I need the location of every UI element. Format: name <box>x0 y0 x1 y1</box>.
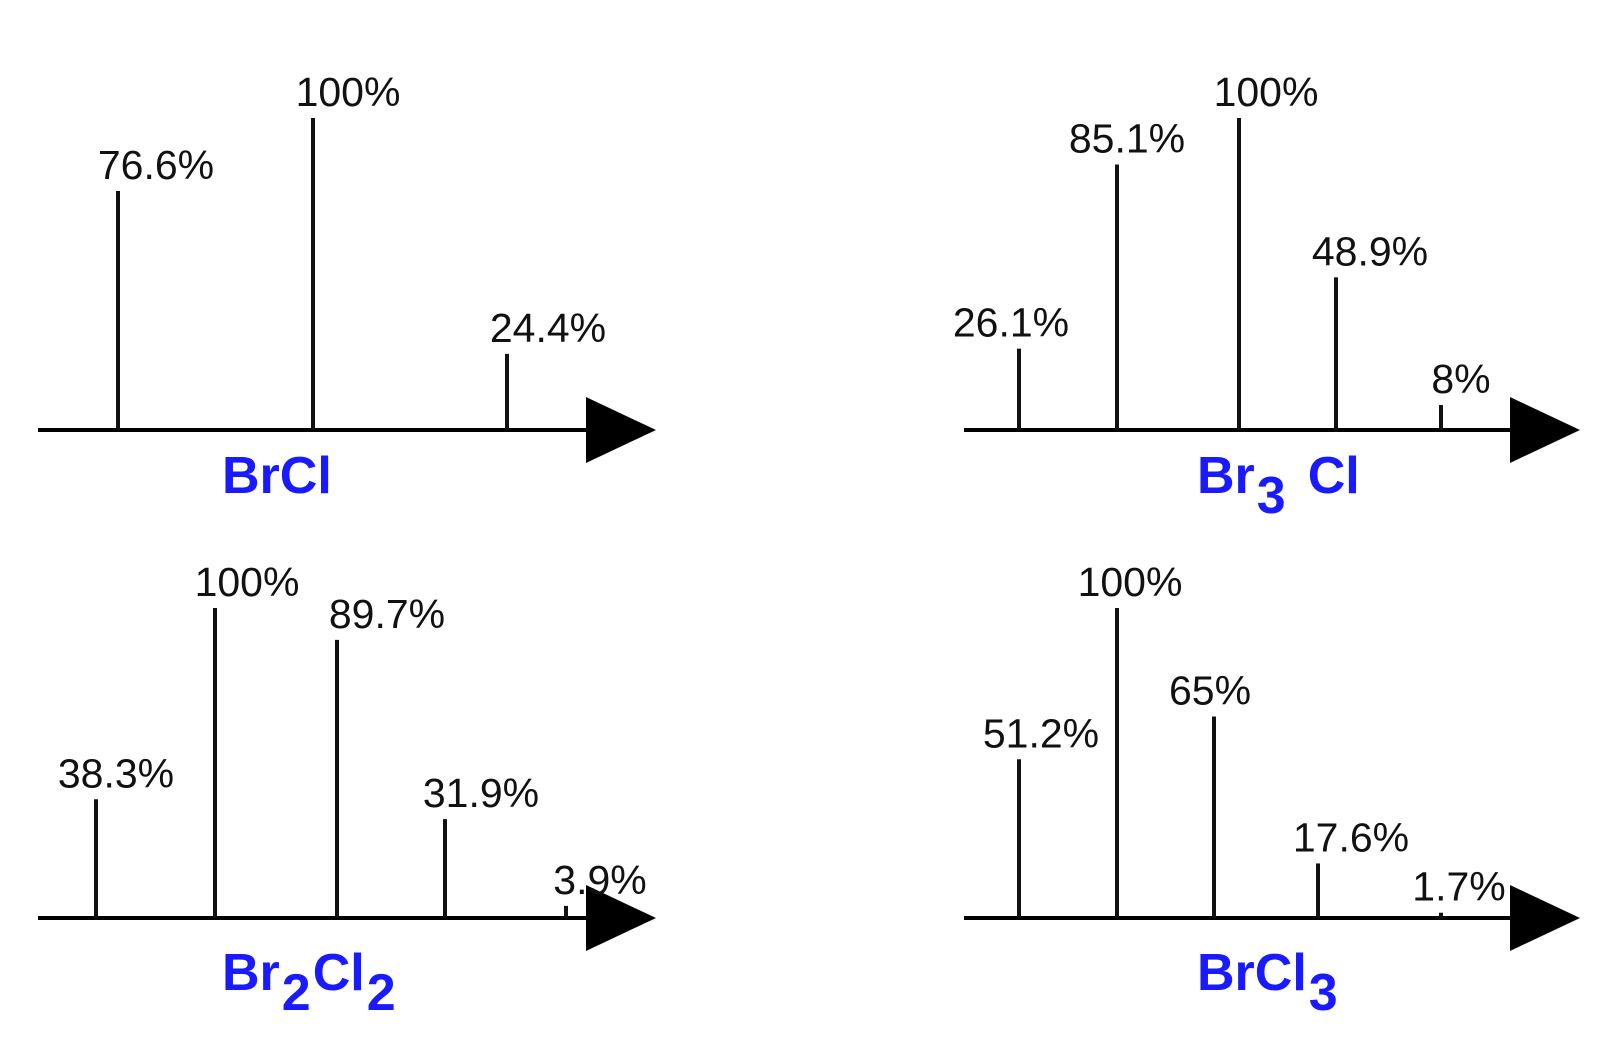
peak-label: 1.7% <box>1412 864 1505 910</box>
formula-subscript: 3 <box>1257 467 1286 525</box>
formula-label: Br3 Cl <box>1197 447 1360 525</box>
peak-label: 65% <box>1169 668 1251 714</box>
peak-label: 100% <box>296 69 401 115</box>
formula-part: Cl <box>1308 447 1360 505</box>
peak-label: 48.9% <box>1312 228 1428 274</box>
formula-part: BrCl <box>1197 944 1307 1002</box>
formula-subscript: 2 <box>282 964 311 1022</box>
peak-label: 85.1% <box>1069 115 1185 161</box>
x-axis-arrow <box>586 397 656 463</box>
formula-label: BrCl3 <box>1197 944 1338 1022</box>
peak-label: 38.3% <box>58 750 174 796</box>
spectrum-panel-1: 76.6% 100% 24.4% BrCl <box>38 69 656 505</box>
peak-label: 26.1% <box>953 300 1069 346</box>
peak-label: 31.9% <box>423 770 539 816</box>
spectrum-panel-3: 38.3%100%89.7%31.9%3.9%Br2Cl2 <box>38 559 656 1022</box>
spectrum-panel-4: 51.2% 100% 65% 17.6%1.7% BrCl3 <box>964 559 1580 1022</box>
peak-label: 100% <box>1078 559 1183 605</box>
formula-label: Br2Cl2 <box>222 944 396 1022</box>
peak-label: 8% <box>1431 356 1490 402</box>
spectrum-panel-2: 26.1% 85.1% 100% 48.9% 8% Br3 Cl <box>953 69 1580 525</box>
x-axis-arrow <box>1510 885 1580 951</box>
peak-label: 100% <box>1214 69 1319 115</box>
formula-subscript: 3 <box>1309 964 1338 1022</box>
formula-part: Cl <box>313 944 365 1002</box>
peak-label: 76.6% <box>98 142 214 188</box>
formula-part: BrCl <box>222 447 332 505</box>
peak-label: 100% <box>195 559 300 605</box>
peak-label: 51.2% <box>983 710 1099 756</box>
x-axis-arrow <box>586 885 656 951</box>
formula-subscript: 2 <box>367 964 396 1022</box>
peak-label: 89.7% <box>329 591 445 637</box>
formula-part: Br <box>1197 447 1255 505</box>
peak-label: 3.9% <box>553 857 646 903</box>
formula-part: Br <box>222 944 280 1002</box>
peak-label: 17.6% <box>1293 814 1409 860</box>
spectra-panels: 76.6%100%24.4%BrCl26.1%85.1%100%48.9%8%B… <box>38 69 1580 1022</box>
x-axis-arrow <box>1510 397 1580 463</box>
formula-label: BrCl <box>222 447 332 505</box>
peak-label: 24.4% <box>490 305 606 351</box>
